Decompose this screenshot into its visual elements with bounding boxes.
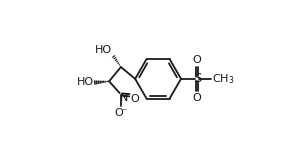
Text: +: + bbox=[122, 92, 129, 101]
Text: O: O bbox=[193, 55, 202, 65]
Text: CH$_3$: CH$_3$ bbox=[212, 72, 234, 86]
Text: N: N bbox=[120, 93, 128, 103]
Text: HO: HO bbox=[77, 77, 94, 87]
Text: O: O bbox=[115, 108, 123, 118]
Text: ⁻: ⁻ bbox=[122, 107, 127, 118]
Text: HO: HO bbox=[95, 45, 112, 55]
Text: S: S bbox=[193, 72, 201, 85]
Text: O: O bbox=[193, 93, 202, 103]
Text: O: O bbox=[130, 94, 139, 104]
